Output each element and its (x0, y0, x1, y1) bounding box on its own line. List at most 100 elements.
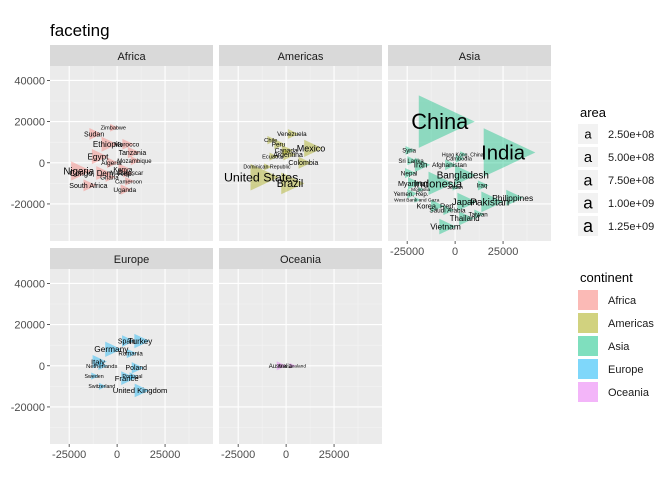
data-point-marker (474, 209, 485, 220)
point-label: Italy (91, 357, 105, 366)
point-label: Iran (414, 161, 428, 170)
data-point-marker (267, 135, 277, 145)
points (276, 361, 296, 371)
point-label: Vietnam (430, 222, 461, 232)
color-legend-key (578, 359, 598, 379)
size-legend-key (578, 170, 598, 190)
point-labels: Nigeria Ethiopia Egypt Sudan Congo, Dem. Rep… (63, 126, 152, 194)
point-label: Algeria (101, 160, 122, 167)
point-label: South Africa (69, 182, 107, 190)
data-point-marker (101, 136, 118, 152)
point-label: Hong Kong, China (442, 152, 484, 158)
data-point-marker (407, 188, 418, 199)
data-point-marker (283, 148, 296, 161)
data-point-marker (407, 156, 418, 166)
point-label: Netherlands (86, 364, 117, 370)
data-point-marker (110, 123, 119, 132)
point-label: United Kingdom (113, 386, 168, 395)
point-label: Venezuela (277, 131, 307, 138)
data-point-marker (452, 184, 460, 191)
data-point-marker (459, 211, 475, 226)
data-point-marker (118, 163, 131, 175)
point-label: United States (224, 171, 298, 185)
panel-background (388, 66, 551, 241)
point-label: Mozambique (117, 159, 152, 165)
legend: area a 2.50e+08 a 5.00e+08 a 7.50e+08 a 1.00e+09… (578, 105, 654, 402)
point-label: Spain (118, 338, 136, 345)
point-label: Bangladesh (437, 171, 489, 182)
color-legend-key (578, 290, 598, 310)
facet-strip (219, 45, 382, 66)
data-point-marker (91, 148, 109, 165)
point-label: Australia (269, 364, 293, 370)
point-label: Portugal (122, 374, 142, 380)
points (71, 123, 141, 195)
color-legend-label: Africa (608, 295, 637, 307)
data-point-marker (506, 189, 524, 206)
data-point-marker (91, 372, 99, 380)
color-legend-key (578, 382, 598, 402)
point-label: Poland (126, 365, 148, 372)
point-label: New Zealand (278, 363, 307, 369)
point-label: China (411, 109, 469, 134)
point-label: Egypt (87, 152, 109, 161)
x-tick-label: 25000 (488, 246, 519, 258)
data-point-marker (428, 171, 454, 196)
point-label: Nigeria (63, 166, 94, 177)
point-label: Mongolia (411, 187, 430, 192)
data-point-marker (269, 152, 279, 161)
point-label: Argentina (273, 152, 303, 159)
point-label: Peru (272, 141, 286, 148)
points (91, 333, 150, 398)
size-legend-key (578, 193, 598, 213)
color-legend-label: Oceania (608, 387, 650, 399)
point-label: Switzerland (88, 384, 115, 390)
data-point-marker (457, 192, 477, 212)
y-tick-label: 40000 (14, 278, 45, 290)
points (405, 95, 536, 235)
y-tick-label: -20000 (11, 199, 45, 211)
y-tick-label: 0 (39, 158, 45, 170)
panel-background (219, 269, 382, 444)
data-point-marker (418, 186, 425, 193)
data-point-marker (460, 151, 468, 158)
x-tick-label: -25000 (390, 246, 424, 258)
data-point-marker (264, 163, 272, 171)
size-legend-glyph: a (584, 126, 592, 141)
panel-background (219, 66, 382, 241)
y-tick-label: 20000 (14, 117, 45, 129)
point-label: Indonesia (414, 178, 463, 190)
size-legend-glyph: a (584, 172, 593, 189)
point-label: Uganda (113, 187, 136, 194)
data-point-marker (122, 335, 135, 347)
y-tick-label: 40000 (14, 75, 45, 87)
color-legend-title: continent (580, 270, 633, 285)
data-point-marker (481, 191, 504, 213)
point-label: Philippines (492, 193, 533, 203)
data-point-marker (98, 361, 108, 370)
point-label: West Bank and Gaza (394, 198, 440, 204)
data-point-marker (120, 184, 132, 195)
facet-strip (219, 248, 382, 269)
point-label: Nepal (401, 170, 418, 177)
data-point-marker (276, 361, 287, 371)
data-point-marker (274, 139, 286, 150)
point-label: Saudi Arabia (429, 207, 466, 214)
facet-strip (50, 248, 213, 269)
data-point-marker (304, 139, 323, 157)
data-point-marker (129, 372, 138, 380)
data-point-marker (455, 154, 465, 163)
point-label: Afghanistan (432, 162, 467, 169)
size-legend-label: 2.50e+08 (608, 129, 654, 141)
point-label: Jordan (447, 185, 463, 191)
point-label: Chile (264, 138, 277, 144)
data-point-marker (130, 156, 141, 166)
panel-background (50, 269, 213, 444)
point-label: Cameroon (115, 179, 142, 185)
data-point-marker (439, 218, 456, 235)
data-point-marker (443, 205, 455, 216)
